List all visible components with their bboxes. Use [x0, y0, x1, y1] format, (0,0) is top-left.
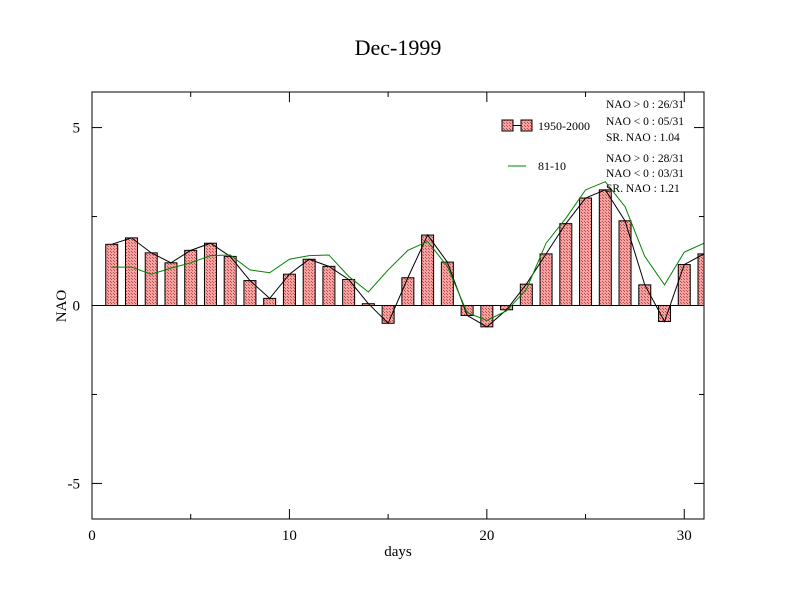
series-line-1950-2000	[111, 189, 704, 328]
y-tick-label: 5	[73, 121, 81, 137]
bar-day-31	[697, 253, 704, 306]
legend-swatch-1950-2000-left	[501, 119, 514, 132]
bar-day-3	[144, 252, 158, 307]
stats-81-10: NAO > 0 : 28/31 NAO < 0 : 03/31 SR. NAO …	[606, 153, 684, 195]
x-tick-label: 0	[88, 528, 96, 544]
stats-81-10-line: NAO < 0 : 03/31	[606, 168, 684, 180]
bar-day-26	[598, 189, 612, 307]
bar-day-11	[302, 258, 316, 307]
chart-title: Dec-1999	[355, 35, 442, 60]
bar-day-22	[519, 283, 533, 306]
bar-day-7	[223, 255, 237, 306]
x-tick-label: 10	[282, 528, 297, 544]
x-tick-label: 30	[677, 528, 692, 544]
legend: 1950-2000 81-10	[501, 119, 590, 173]
bar-day-9	[263, 297, 277, 306]
x-tick-label: 20	[479, 528, 494, 544]
y-axis-label: NAO	[54, 290, 70, 323]
stats-1950-2000-line: SR. NAO : 1.04	[606, 132, 680, 144]
bar-day-5	[184, 249, 198, 307]
legend-label-81-10: 81-10	[538, 159, 566, 173]
legend-swatch-1950-2000-right	[520, 119, 533, 132]
stats-81-10-line: NAO > 0 : 28/31	[606, 153, 684, 165]
stats-81-10-line: SR. NAO : 1.21	[606, 183, 680, 195]
stats-1950-2000: NAO > 0 : 26/31 NAO < 0 : 05/31 SR. NAO …	[606, 99, 684, 144]
bar-day-30	[677, 264, 691, 306]
bar-day-2	[124, 237, 138, 306]
bar-day-13	[342, 279, 356, 307]
bar-day-1	[105, 243, 119, 306]
bar-day-6	[203, 242, 217, 307]
bar-day-28	[638, 284, 652, 306]
plot-area: 0 10 20 30 5 0 -5	[68, 91, 705, 544]
x-axis-label: days	[384, 544, 412, 560]
y-tick-label: -5	[68, 476, 81, 492]
bar-day-17	[421, 234, 435, 306]
bar-day-24	[559, 223, 573, 307]
bar-day-12	[322, 265, 336, 307]
bar-day-18	[440, 261, 454, 307]
series-line-81-10	[111, 181, 704, 321]
bar-day-25	[579, 197, 593, 306]
bar-day-23	[539, 253, 553, 306]
legend-label-1950-2000: 1950-2000	[538, 119, 590, 133]
bar-day-16	[401, 277, 415, 306]
stats-1950-2000-line: NAO < 0 : 05/31	[606, 116, 684, 128]
y-tick-label: 0	[73, 299, 81, 315]
stats-1950-2000-line: NAO > 0 : 26/31	[606, 99, 684, 111]
